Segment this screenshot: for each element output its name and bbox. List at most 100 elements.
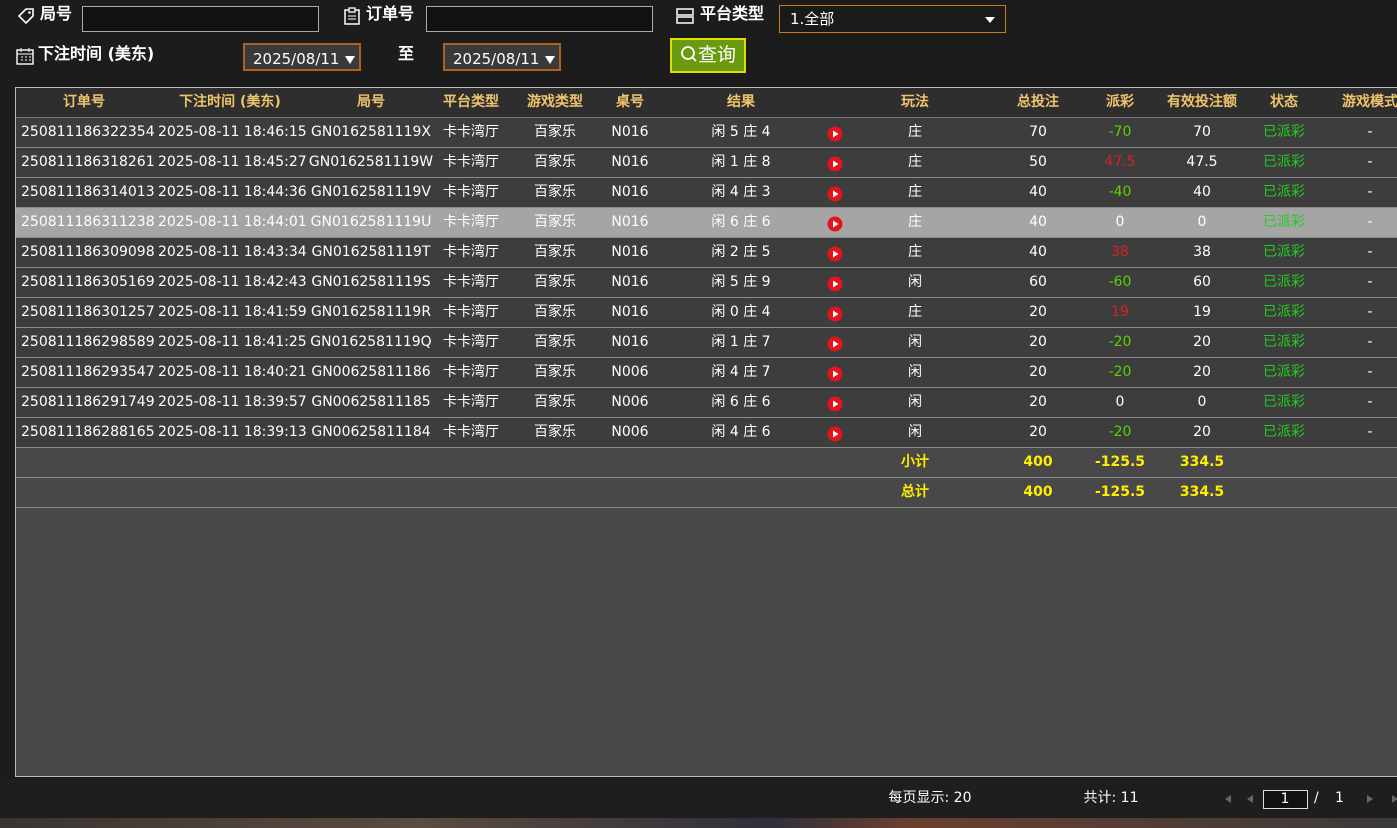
replay-icon[interactable] [827, 156, 843, 172]
table-row[interactable]: 250811186311238 2025-08-11 18:44:01 GN0162… [16, 208, 1397, 238]
valid-bet: 47.5 [1186, 154, 1218, 170]
bet-type: 闲 [908, 364, 922, 380]
bet-time: 2025-08-11 18:44:01 [158, 214, 307, 230]
round-no: GN0162581119R [310, 304, 432, 320]
game-type: 百家乐 [534, 274, 576, 290]
valid-bet: 40 [1193, 184, 1211, 200]
column-header: 总投注 [1017, 94, 1059, 110]
replay-icon[interactable] [827, 216, 843, 232]
result: 闲 5 庄 4 [711, 124, 771, 140]
date-from[interactable]: 2025/08/11 [243, 43, 361, 71]
table-row[interactable]: 250811186288165 2025-08-11 18:39:13 GN0062… [16, 418, 1397, 448]
first-page[interactable] [1223, 794, 1233, 804]
game-type: 百家乐 [534, 364, 576, 380]
round-no: GN00625811184 [311, 424, 431, 440]
order-no: 250811186322354 [21, 124, 155, 140]
replay-icon[interactable] [827, 126, 843, 142]
payout: -60 [1108, 274, 1132, 290]
order-no: 250811186305169 [21, 274, 155, 290]
column-header: 状态 [1270, 94, 1298, 110]
bet-type: 庄 [908, 304, 922, 320]
page-separator: / [1314, 790, 1319, 806]
round-no: GN00625811185 [311, 394, 431, 410]
status: 已派彩 [1263, 424, 1305, 440]
bet-time: 2025-08-11 18:42:43 [158, 274, 307, 290]
summary-total-bet: 400 [1023, 484, 1053, 500]
bet-time: 2025-08-11 18:40:21 [158, 364, 307, 380]
search-button[interactable]: 查询 [670, 38, 746, 73]
column-header: 派彩 [1106, 94, 1134, 110]
page-input[interactable]: 1 [1263, 790, 1308, 809]
summary-payout: -125.5 [1094, 484, 1146, 500]
total-bet: 60 [1029, 274, 1047, 290]
order-input[interactable] [426, 6, 653, 32]
game-mode: - [1367, 424, 1373, 440]
table-row[interactable]: 250811186309098 2025-08-11 18:43:34 GN0162… [16, 238, 1397, 268]
replay-icon[interactable] [827, 426, 843, 442]
bet-type: 庄 [908, 184, 922, 200]
order-no: 250811186298589 [21, 334, 155, 350]
last-page[interactable] [1390, 794, 1397, 804]
table-row[interactable]: 250811186301257 2025-08-11 18:41:59 GN0162… [16, 298, 1397, 328]
payout: -20 [1108, 334, 1132, 350]
table-row[interactable]: 250811186318261 2025-08-11 18:45:27 GN0162… [16, 148, 1397, 178]
bet-type: 闲 [908, 274, 922, 290]
status: 已派彩 [1263, 274, 1305, 290]
order-no: 250811186314013 [21, 184, 155, 200]
replay-icon[interactable] [827, 336, 843, 352]
bet-type: 庄 [908, 244, 922, 260]
column-header: 平台类型 [443, 94, 499, 110]
calendar-icon [16, 48, 34, 65]
bet-type: 庄 [908, 154, 922, 170]
order-no: 250811186288165 [21, 424, 155, 440]
status: 已派彩 [1263, 364, 1305, 380]
bet-time: 2025-08-11 18:41:59 [158, 304, 307, 320]
bet-type: 闲 [908, 394, 922, 410]
prev-page[interactable] [1245, 794, 1255, 804]
game-mode: - [1367, 334, 1373, 350]
round-no: GN0162581119X [311, 124, 431, 140]
bet-type: 闲 [908, 424, 922, 440]
game-mode: - [1367, 274, 1373, 290]
header-row [16, 88, 1397, 118]
table-row[interactable]: 250811186298589 2025-08-11 18:41:25 GN0162… [16, 328, 1397, 358]
game-type: 百家乐 [534, 124, 576, 140]
summary-row: 总计 400 -125.5 334.5 [16, 478, 1397, 508]
status: 已派彩 [1263, 394, 1305, 410]
replay-icon[interactable] [827, 246, 843, 262]
game-type: 百家乐 [534, 334, 576, 350]
clipboard-icon [344, 7, 360, 25]
valid-bet: 20 [1193, 364, 1211, 380]
platform: 卡卡湾厅 [443, 304, 499, 320]
table-row[interactable]: 250811186322354 2025-08-11 18:46:15 GN0162… [16, 118, 1397, 148]
table-row[interactable]: 250811186291749 2025-08-11 18:39:57 GN0062… [16, 388, 1397, 418]
replay-icon[interactable] [827, 186, 843, 202]
replay-icon[interactable] [827, 366, 843, 382]
game-mode: - [1367, 244, 1373, 260]
total-bet: 20 [1029, 334, 1047, 350]
table-row[interactable]: 250811186305169 2025-08-11 18:42:43 GN0162… [16, 268, 1397, 298]
column-header: 订单号 [63, 94, 105, 110]
result: 闲 4 庄 6 [711, 424, 771, 440]
result: 闲 4 庄 3 [711, 184, 771, 200]
game-type: 百家乐 [534, 184, 576, 200]
page-size: 每页显示: 20 [888, 790, 972, 806]
replay-icon[interactable] [827, 306, 843, 322]
column-header: 游戏类型 [527, 94, 583, 110]
platform: 卡卡湾厅 [443, 274, 499, 290]
platform-select[interactable]: 1.全部 [779, 5, 1006, 33]
replay-icon[interactable] [827, 276, 843, 292]
game-mode: - [1367, 124, 1373, 140]
round-input[interactable] [82, 6, 319, 32]
replay-icon[interactable] [827, 396, 843, 412]
game-type: 百家乐 [534, 424, 576, 440]
table-row[interactable]: 250811186293547 2025-08-11 18:40:21 GN0062… [16, 358, 1397, 388]
valid-bet: 0 [1197, 214, 1207, 230]
next-page[interactable] [1365, 794, 1375, 804]
valid-bet: 0 [1197, 394, 1207, 410]
game-type: 百家乐 [534, 214, 576, 230]
table-row[interactable]: 250811186314013 2025-08-11 18:44:36 GN0162… [16, 178, 1397, 208]
date-to[interactable]: 2025/08/11 [443, 43, 561, 71]
payout: -20 [1108, 424, 1132, 440]
